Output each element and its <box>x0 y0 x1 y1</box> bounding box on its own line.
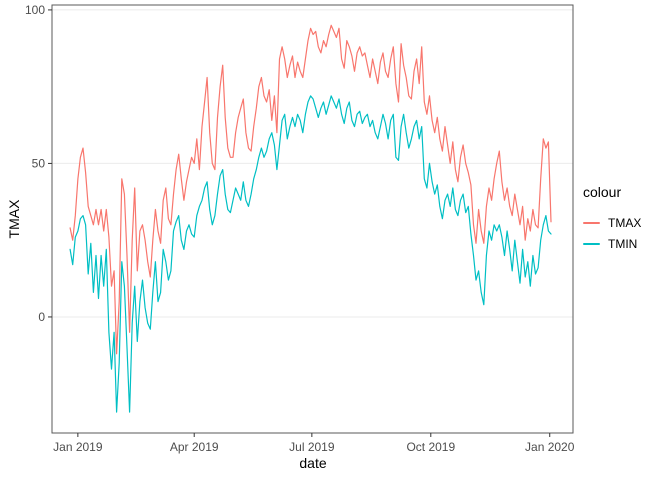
legend-title: colour <box>583 184 622 200</box>
x-tick-label: Oct 2019 <box>406 440 455 454</box>
x-tick-label: Jan 2020 <box>525 440 575 454</box>
x-tick-label: Apr 2019 <box>170 440 219 454</box>
y-axis-title: TMAX <box>6 199 22 239</box>
y-tick-label: 50 <box>32 156 46 170</box>
tmin-key-line-icon <box>583 242 600 245</box>
x-tick-label: Jul 2019 <box>289 440 335 454</box>
tmax-key-line-icon <box>583 221 600 224</box>
legend-label: TMAX <box>608 215 642 230</box>
legend-items: TMAX TMIN <box>583 212 671 254</box>
x-axis-title: date <box>299 455 327 471</box>
x-tick-label: Jan 2019 <box>53 440 103 454</box>
y-tick-label: 0 <box>38 310 45 324</box>
legend-item-tmin: TMIN <box>583 233 671 254</box>
tmin-line <box>69 95 552 413</box>
panel-border <box>51 4 574 434</box>
legend: colour TMAX TMIN <box>583 184 671 254</box>
y-tick-label: 100 <box>25 3 45 17</box>
legend-item-tmax: TMAX <box>583 212 671 233</box>
tmax-line <box>69 24 552 355</box>
legend-label: TMIN <box>608 236 638 251</box>
